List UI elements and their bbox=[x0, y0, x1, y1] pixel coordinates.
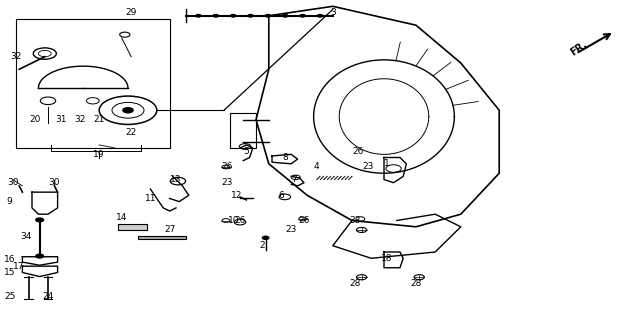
Text: 5: 5 bbox=[244, 147, 249, 156]
Text: 31: 31 bbox=[55, 115, 67, 124]
Text: 27: 27 bbox=[164, 226, 175, 234]
Text: 8: 8 bbox=[282, 153, 287, 162]
Text: 25: 25 bbox=[4, 292, 15, 301]
Text: 3: 3 bbox=[330, 8, 335, 17]
Text: 1: 1 bbox=[385, 159, 390, 168]
Circle shape bbox=[317, 14, 323, 17]
Text: 30: 30 bbox=[7, 178, 19, 187]
Bar bbox=[230, 113, 256, 148]
Text: 26: 26 bbox=[234, 216, 246, 225]
Text: 22: 22 bbox=[125, 128, 137, 137]
Text: 24: 24 bbox=[42, 292, 54, 301]
Circle shape bbox=[36, 218, 44, 222]
Text: 18: 18 bbox=[381, 254, 393, 263]
Bar bbox=[16, 19, 170, 148]
Text: 7: 7 bbox=[292, 175, 297, 184]
Text: 17: 17 bbox=[13, 262, 25, 271]
Text: 32: 32 bbox=[74, 115, 86, 124]
Text: 26: 26 bbox=[353, 147, 364, 156]
Bar bbox=[138, 236, 186, 239]
Text: 6: 6 bbox=[279, 191, 284, 200]
Text: 28: 28 bbox=[349, 279, 361, 288]
Text: 14: 14 bbox=[116, 213, 127, 222]
Text: 26: 26 bbox=[221, 163, 233, 171]
Text: 10: 10 bbox=[228, 216, 239, 225]
Text: 30: 30 bbox=[49, 178, 60, 187]
Text: 13: 13 bbox=[170, 175, 182, 184]
Bar bbox=[118, 224, 147, 230]
Circle shape bbox=[283, 14, 288, 17]
Text: 26: 26 bbox=[298, 216, 310, 225]
Text: 34: 34 bbox=[20, 232, 31, 241]
Text: 28: 28 bbox=[410, 279, 422, 288]
Circle shape bbox=[262, 236, 269, 239]
Text: 2: 2 bbox=[260, 241, 265, 250]
Text: 32: 32 bbox=[10, 52, 22, 61]
Circle shape bbox=[213, 14, 218, 17]
Text: 29: 29 bbox=[125, 8, 137, 17]
Text: 4: 4 bbox=[314, 163, 319, 171]
Text: FR.: FR. bbox=[569, 40, 589, 58]
Circle shape bbox=[300, 14, 305, 17]
Text: 23: 23 bbox=[221, 178, 233, 187]
Text: 23: 23 bbox=[362, 163, 374, 171]
Text: 19: 19 bbox=[93, 150, 105, 159]
Circle shape bbox=[123, 108, 133, 113]
Circle shape bbox=[230, 14, 236, 17]
Circle shape bbox=[196, 14, 201, 17]
Text: 15: 15 bbox=[4, 268, 15, 277]
Text: 21: 21 bbox=[93, 115, 105, 124]
Text: 23: 23 bbox=[285, 226, 297, 234]
Text: 16: 16 bbox=[4, 255, 15, 264]
Circle shape bbox=[266, 14, 271, 17]
Text: 12: 12 bbox=[231, 191, 243, 200]
Text: 11: 11 bbox=[145, 194, 156, 203]
Text: 9: 9 bbox=[7, 197, 12, 206]
Text: 33: 33 bbox=[349, 216, 361, 225]
Circle shape bbox=[248, 14, 253, 17]
Text: 20: 20 bbox=[29, 115, 41, 124]
Circle shape bbox=[36, 254, 44, 258]
